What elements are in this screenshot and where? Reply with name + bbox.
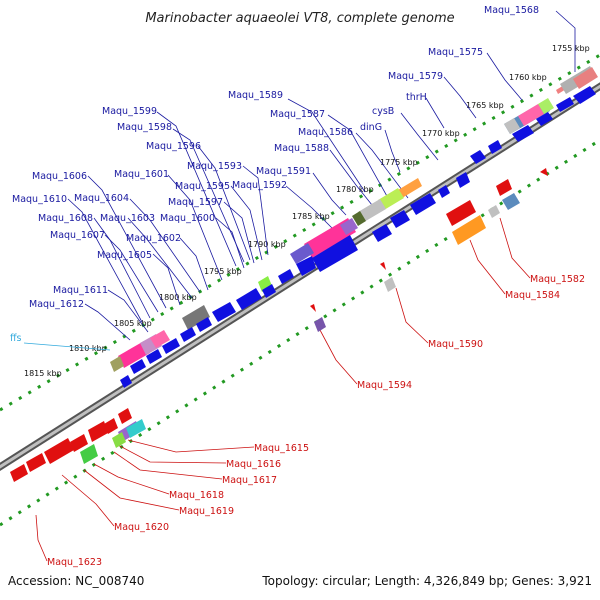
inner-tick-track [0, 138, 600, 527]
gene-label: Maqu_1590 [428, 339, 483, 350]
gene-label: Maqu_1618 [169, 490, 224, 501]
gene-label: Maqu_1607 [50, 230, 105, 241]
gene-label: Maqu_1602 [126, 233, 181, 244]
map-title: Marinobacter aquaeolei VT8, complete gen… [145, 11, 454, 26]
gene-label: Maqu_1606 [32, 171, 87, 182]
forward-gene-arrows [120, 86, 596, 388]
kbp-label: 1775 kbp [380, 158, 418, 167]
gene-label: Maqu_1588 [274, 143, 329, 154]
gene-label: Maqu_1623 [47, 557, 102, 568]
kbp-label: 1770 kbp [422, 129, 460, 138]
kbp-label: 1785 kbp [292, 212, 330, 221]
gene-label: Maqu_1593 [187, 161, 242, 172]
gene-label: Maqu_1611 [53, 285, 108, 296]
gene-label: thrH [406, 92, 427, 103]
gene-label: Maqu_1619 [179, 506, 234, 517]
accession-text: Accession: NC_008740 [8, 574, 144, 588]
gene-label: Maqu_1608 [38, 213, 93, 224]
reverse-gene-arrows [10, 168, 548, 482]
gene-label: Maqu_1599 [102, 106, 157, 117]
gene-label: Maqu_1610 [12, 194, 67, 205]
gene-label: Maqu_1601 [114, 169, 169, 180]
gene-label: Maqu_1582 [530, 274, 585, 285]
kbp-label: 1780 kbp [336, 185, 374, 194]
gene-label: Maqu_1617 [222, 475, 277, 486]
gene-label: Maqu_1616 [226, 459, 281, 470]
kbp-label: 1755 kbp [552, 44, 590, 53]
gene-label: Maqu_1620 [114, 522, 169, 533]
gene-label: Maqu_1579 [388, 71, 443, 82]
gene-label: Maqu_1587 [270, 109, 325, 120]
gene-label: Maqu_1615 [254, 443, 309, 454]
gene-label: Maqu_1568 [484, 5, 539, 16]
reverse-gene-boxes [80, 193, 520, 464]
topology-text: Topology: circular; Length: 4,326,849 bp… [261, 574, 592, 588]
gene-label: Maqu_1598 [117, 122, 172, 133]
gene-label: Maqu_1605 [97, 250, 152, 261]
rna-leader-line [23, 342, 111, 351]
gene-label: Maqu_1594 [357, 380, 412, 391]
kbp-label: 1815 kbp [24, 369, 62, 378]
rna-gene-label: ffs [10, 333, 22, 344]
gene-label: Maqu_1597 [168, 197, 223, 208]
gene-label: Maqu_1596 [146, 141, 201, 152]
forward-gene-boxes [110, 66, 598, 372]
gene-label: Maqu_1584 [505, 290, 560, 301]
gene-label: Maqu_1604 [74, 193, 129, 204]
kbp-label: 1760 kbp [509, 73, 547, 82]
gene-label: Maqu_1600 [160, 213, 215, 224]
forward-leader-lines [67, 10, 576, 341]
kbp-label: 1765 kbp [466, 101, 504, 110]
gene-label: Maqu_1612 [29, 299, 84, 310]
gene-label: Maqu_1586 [298, 127, 353, 138]
genome-backbone [0, 82, 600, 471]
reverse-gene-labels: Maqu_1582 Maqu_1584 Maqu_1590 Maqu_1594 … [47, 274, 585, 568]
gene-label: cysB [372, 106, 394, 117]
gene-label: Maqu_1595 [175, 181, 230, 192]
reverse-leader-lines [35, 217, 531, 562]
gene-label: Maqu_1591 [256, 166, 311, 177]
gene-label: Maqu_1592 [232, 180, 287, 191]
forward-gene-labels: Maqu_1568 Maqu_1575 Maqu_1579 thrH cysB … [10, 5, 539, 344]
gene-label: Maqu_1589 [228, 90, 283, 101]
kbp-label: 1795 kbp [204, 267, 242, 276]
gene-label: Maqu_1603 [100, 213, 155, 224]
gene-label: dinG [360, 122, 382, 133]
kbp-label: 1805 kbp [114, 319, 152, 328]
gene-label: Maqu_1575 [428, 47, 483, 58]
